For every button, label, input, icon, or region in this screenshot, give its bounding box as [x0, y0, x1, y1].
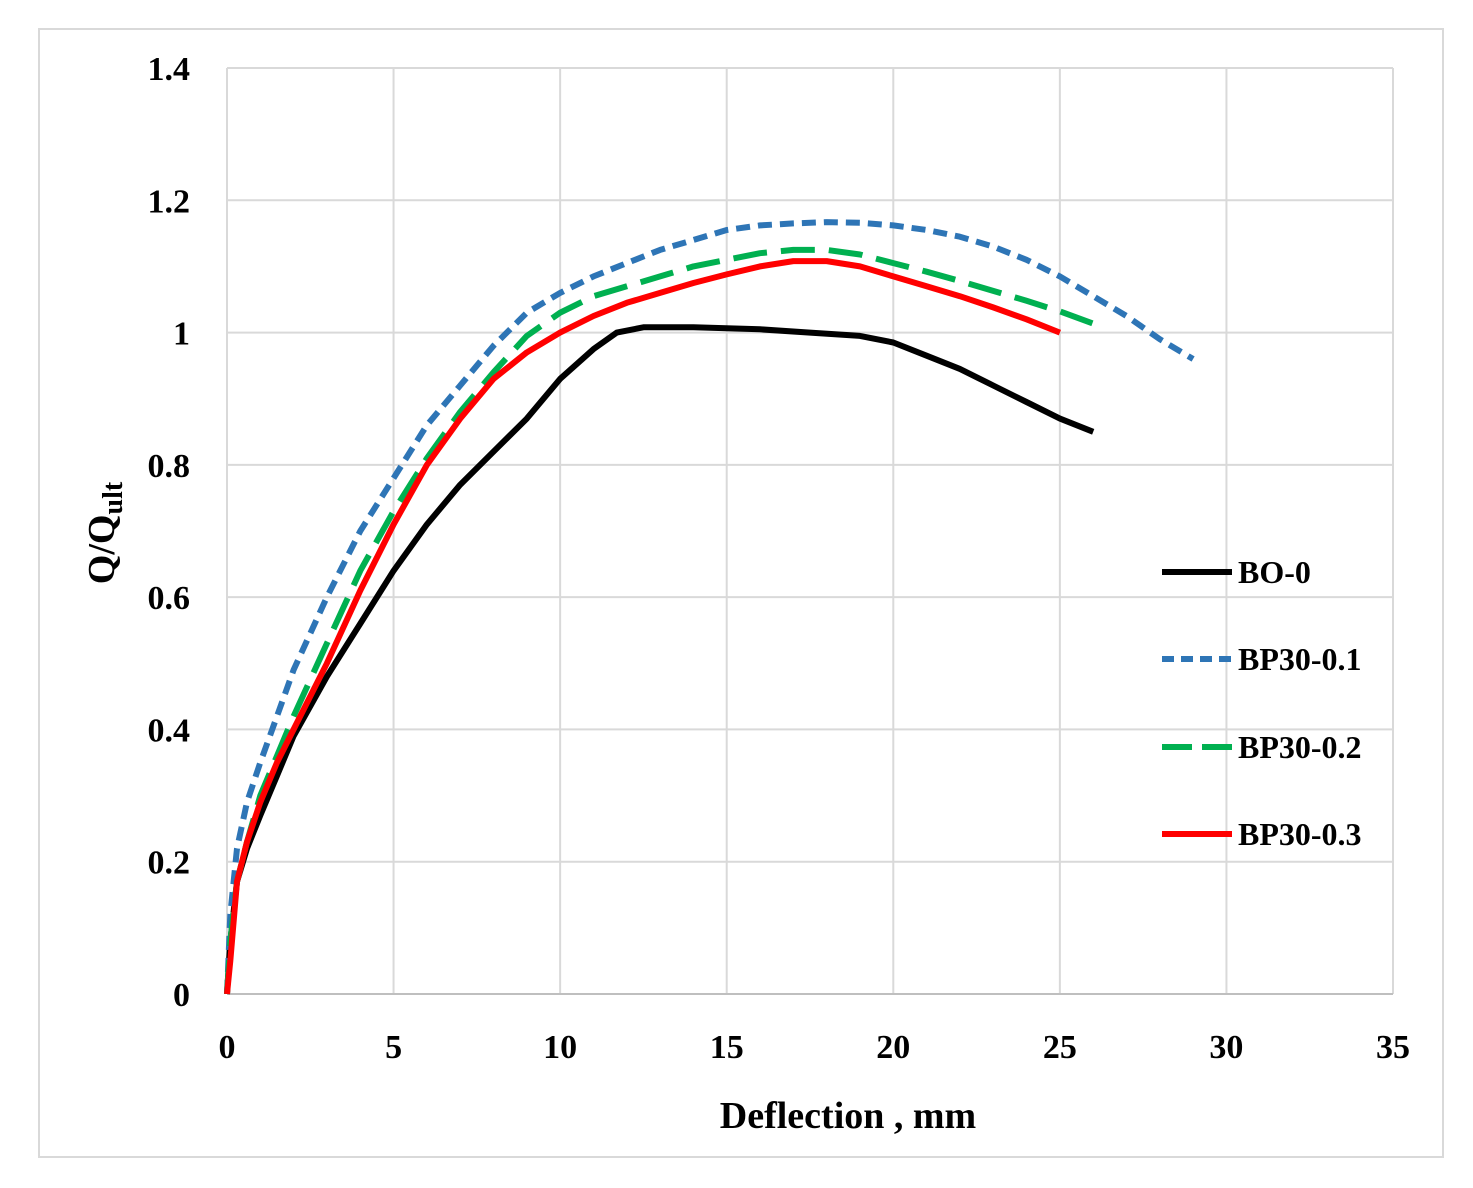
- x-tick-label: 0: [219, 1029, 236, 1066]
- series-line-bp30-0-1: [224, 219, 1195, 995]
- y-axis-title-main: Q/Q: [81, 515, 123, 585]
- chart-frame: [38, 28, 1444, 1158]
- x-tick-label: 30: [1209, 1029, 1243, 1066]
- legend-label: BP30-0.2: [1238, 729, 1362, 765]
- y-tick-label: 0.8: [148, 448, 191, 485]
- y-tick-label: 0: [173, 977, 190, 1014]
- legend-label: BP30-0.3: [1238, 816, 1362, 852]
- legend-label: BP30-0.1: [1238, 641, 1362, 677]
- x-tick-label: 15: [710, 1029, 744, 1066]
- x-tick-label: 10: [543, 1029, 577, 1066]
- x-tick-label: 20: [876, 1029, 910, 1066]
- y-tick-label: 0.2: [148, 845, 191, 882]
- tick-labels: 0 5 10 15 20 25 30 35 0 0.2 0.4 0.6 0.8 1 1.2 1.4: [148, 51, 1411, 1066]
- y-tick-label: 0.4: [148, 712, 191, 749]
- series-line-bo-0: [224, 324, 1095, 995]
- x-tick-label: 35: [1376, 1029, 1410, 1066]
- x-tick-label: 25: [1043, 1029, 1077, 1066]
- legend-label: BO-0: [1238, 554, 1311, 590]
- grid: [226, 67, 1394, 995]
- x-axis-title: Deflection , mm: [720, 1095, 976, 1137]
- legend: BO-0 BP30-0.1 BP30-0.2 BP30-0.3: [1162, 554, 1362, 852]
- y-axis-title-sub: ult: [98, 481, 129, 514]
- series-line-bp30-0-3: [224, 258, 1062, 995]
- x-tick-label: 5: [385, 1029, 402, 1066]
- y-tick-label: 1.4: [148, 51, 191, 88]
- y-tick-label: 1.2: [148, 183, 191, 220]
- y-tick-label: 0.6: [148, 580, 191, 617]
- series-layer: [224, 219, 1195, 995]
- y-axis-title: Q/Qult: [81, 481, 129, 584]
- y-tick-label: 1: [173, 316, 190, 353]
